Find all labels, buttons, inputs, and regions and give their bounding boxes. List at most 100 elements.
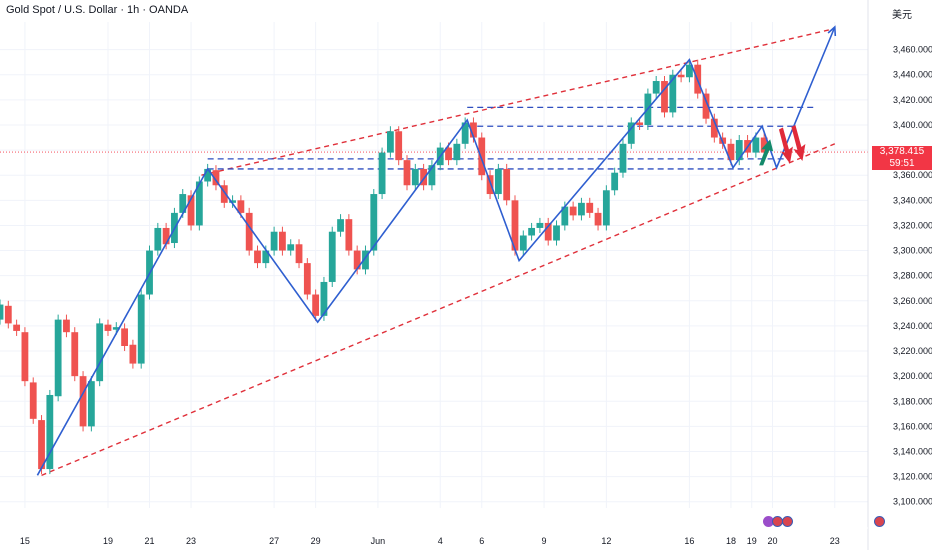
zigzag-arrowhead [827,25,837,37]
candle-body [137,294,145,364]
candle-body [386,131,394,153]
candle-body [87,381,95,427]
candle-body [735,140,743,161]
candle-body [411,168,419,186]
candle-body [752,137,760,153]
candle-body [661,81,668,113]
candle-body [710,118,718,138]
candle-body [702,93,710,119]
current-price-tag: 3,378.415 59:51 [872,146,932,171]
candle-body [519,235,527,251]
candle-body [586,202,594,213]
x-tick-label: 6 [479,536,484,546]
candle-body [13,324,21,331]
candle-body [677,74,685,78]
y-tick-label: 3,280.000 [893,271,932,281]
x-tick-label: 19 [747,536,757,546]
price-axis[interactable]: 3,460.0003,440.0003,420.0003,400.0003,38… [867,0,932,550]
candle-body [29,382,37,419]
y-tick-label: 3,340.000 [893,195,932,205]
candle-body [79,376,87,427]
candle-body [494,168,502,195]
y-tick-label: 3,320.000 [893,220,932,230]
candle-body [602,190,610,226]
x-tick-label: 23 [830,536,840,546]
x-tick-label: 19 [103,536,113,546]
zigzag-line [36,26,836,476]
lightning-icon[interactable] [763,516,774,527]
candle-body [96,323,104,382]
candle-body [594,212,602,226]
candle-body [611,172,619,191]
y-tick-label: 3,200.000 [893,371,932,381]
candles [0,59,768,475]
down-arrow-icon [778,127,793,164]
candle-body [420,168,428,186]
us-flag-icon[interactable] [874,516,885,527]
time-axis[interactable]: 15 19 21 23 27 29 Jun 4 6 9 12 16 18 19 20 23 [0,527,868,546]
candle-body [212,170,220,186]
y-tick-label: 3,440.000 [893,70,932,80]
candle-body [195,181,203,226]
annotation-arrows [759,124,806,166]
candle-body [279,231,286,251]
candle-body [536,222,544,228]
candle-body [486,175,494,195]
candle-body [353,250,361,270]
candle-body [220,185,228,203]
y-tick-label: 3,180.000 [893,396,932,406]
x-tick-label: 4 [438,536,443,546]
candle-body [652,81,660,94]
candle-body [337,219,344,232]
y-tick-label: 3,300.000 [893,246,932,256]
candle-body [262,250,270,264]
y-tick-label: 3,140.000 [893,446,932,456]
x-tick-label: 15 [20,536,30,546]
candle-body [121,328,128,346]
x-tick-label: 16 [684,536,694,546]
candle-body [129,344,137,364]
candle-body [578,202,585,216]
channel-line [41,143,836,476]
candle-body [312,294,320,316]
candle-body [569,206,577,216]
y-tick-label: 3,100.000 [893,497,932,507]
candle-body [345,219,353,251]
candle-body [470,122,477,138]
candle-body [727,143,735,161]
candle-body [21,332,29,382]
candle-body [303,263,311,295]
candle-body [187,195,195,226]
x-tick-label: 18 [726,536,736,546]
x-tick-label: 29 [311,536,321,546]
us-flag-icon[interactable] [782,516,793,527]
y-tick-label: 3,260.000 [893,296,932,306]
chart-grid [0,22,868,508]
candle-body [295,244,303,264]
candle-body [428,165,436,186]
candle-body [162,227,170,245]
y-tick-label: 3,220.000 [893,346,932,356]
candle-body [0,304,4,320]
currency-button[interactable]: 美元 [892,10,912,21]
candle-body [445,147,452,161]
candle-body [38,420,45,470]
x-tick-label: 27 [269,536,279,546]
candle-body [204,168,212,182]
y-tick-label: 3,420.000 [893,95,932,105]
x-tick-label: 20 [767,536,777,546]
candle-body [403,160,411,186]
candle-body [104,324,112,331]
candle-body [320,281,328,316]
candle-body [287,244,295,251]
candle-body [254,250,261,264]
candle-body [71,332,79,377]
candle-body [229,200,236,203]
x-tick-label: 21 [145,536,155,546]
candle-body [270,231,278,251]
candle-body [378,152,386,195]
candle-body [561,206,569,226]
up-arrow-icon [759,139,774,166]
zigzag-path [36,25,837,476]
